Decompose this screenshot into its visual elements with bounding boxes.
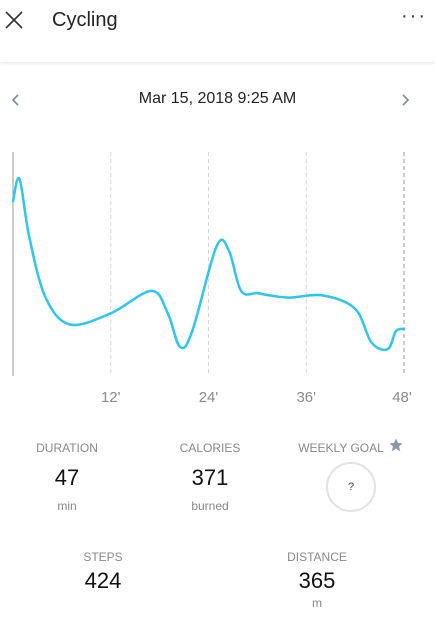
distance-label: DISTANCE: [287, 550, 347, 564]
more-horizontal-icon: ···: [401, 5, 427, 27]
x-tick-label: 12': [101, 389, 121, 406]
steps-label: STEPS: [83, 550, 123, 564]
calories-value: 371: [191, 465, 229, 490]
x-axis-ticks: 12' 24' 36' 48': [101, 389, 412, 406]
duration-stat: DURATION 47 min: [22, 441, 112, 513]
calories-unit: burned: [191, 499, 229, 513]
distance-value: 365: [298, 568, 336, 593]
weekly-goal-ring[interactable]: ?: [326, 462, 376, 512]
weekly-goal-stat: WEEKLY GOAL: [296, 441, 386, 455]
previous-workout-button[interactable]: [6, 90, 26, 110]
chart-series-line: [11, 176, 406, 352]
steps-stat: STEPS 424: [58, 550, 148, 594]
star-icon[interactable]: [388, 437, 404, 453]
close-button[interactable]: [2, 8, 28, 34]
weekly-goal-label: WEEKLY GOAL: [298, 441, 384, 455]
chevron-right-icon: [402, 94, 410, 106]
close-icon: [5, 11, 23, 29]
chevron-left-icon: [11, 94, 19, 106]
x-tick-label: 36': [296, 389, 316, 406]
distance-unit: m: [312, 596, 322, 610]
page-title: Cycling: [52, 9, 118, 31]
duration-value: 47: [54, 465, 80, 490]
distance-stat: DISTANCE 365 m: [272, 550, 362, 610]
app-header: Cycling ···: [0, 0, 435, 62]
date-navigation: Mar 15, 2018 9:25 AM: [0, 88, 435, 112]
heart-rate-chart: 12' 24' 36' 48': [11, 152, 412, 406]
calories-stat: CALORIES 371 burned: [165, 441, 255, 513]
duration-unit: min: [57, 499, 77, 513]
chart-grid: [110, 152, 405, 376]
next-workout-button[interactable]: [395, 90, 415, 110]
calories-label: CALORIES: [179, 441, 241, 455]
duration-label: DURATION: [36, 441, 98, 455]
more-options-button[interactable]: ···: [399, 6, 429, 30]
x-tick-label: 48': [392, 389, 412, 406]
workout-date: Mar 15, 2018 9:25 AM: [138, 90, 297, 107]
x-tick-label: 24': [199, 389, 219, 406]
steps-value: 424: [84, 568, 122, 593]
